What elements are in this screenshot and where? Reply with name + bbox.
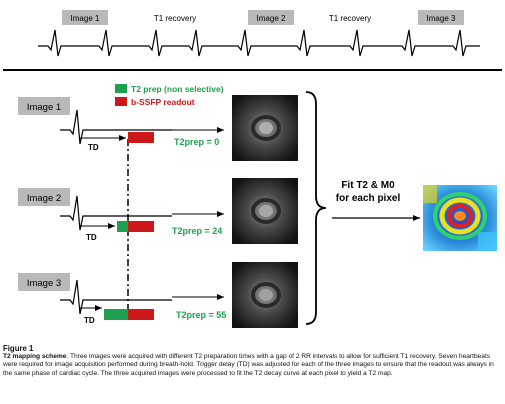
row1-mri-image: [232, 95, 298, 161]
row1-readout-block: [128, 132, 154, 143]
row1-td-label: TD: [88, 143, 99, 152]
top-image3-box: [418, 10, 464, 25]
legend-t2prep-swatch: [115, 84, 127, 93]
row3-t2prep-block: [104, 309, 128, 320]
row2-t2prep-block: [117, 221, 128, 232]
top-timeline: Image 1 T1 recovery Image 2 T1 recovery …: [38, 10, 480, 57]
row-image1: Image 1 TD T2prep = 0: [18, 95, 298, 161]
top-label-image3: Image 3: [427, 14, 456, 23]
top-ecg-trace: [38, 29, 480, 57]
row2-ecg-trace: [60, 195, 172, 231]
top-image2-box: [248, 10, 294, 25]
row2-label-box: [18, 188, 70, 206]
row2-label: Image 2: [27, 193, 61, 204]
legend-readout-swatch: [115, 97, 127, 106]
top-label-image2: Image 2: [257, 14, 286, 23]
curly-brace: [305, 91, 327, 325]
row1-label-box: [18, 97, 70, 115]
row-image2: Image 2 TD T2prep = 24: [18, 178, 298, 244]
top-label-image1: Image 1: [71, 14, 100, 23]
row3-label-box: [18, 273, 70, 291]
row2-readout-block: [128, 221, 154, 232]
caption-body: T2 mapping scheme. Three images were acq…: [3, 353, 502, 378]
top-image1-box: [62, 10, 108, 25]
row2-t2prep-label: T2prep = 24: [172, 226, 222, 236]
top-label-t1-recovery-2: T1 recovery: [329, 14, 371, 23]
row2-mri-image: [232, 178, 298, 244]
legend: T2 prep (non selective) b-SSFP readout: [115, 84, 224, 107]
fit-label-line2: for each pixel: [336, 193, 401, 204]
row3-td-label: TD: [84, 316, 95, 325]
legend-readout-label: b-SSFP readout: [131, 97, 195, 107]
fit-label-line1: Fit T2 & M0: [341, 180, 395, 191]
row1-ecg-trace: [60, 109, 172, 145]
row3-readout-block: [128, 309, 154, 320]
legend-t2prep-label: T2 prep (non selective): [131, 84, 224, 94]
caption-text: . Three images were acquired with differ…: [3, 353, 494, 377]
caption-figure-label: Figure 1: [3, 344, 34, 353]
row3-label: Image 3: [27, 278, 61, 289]
row1-t2prep-label: T2prep = 0: [174, 137, 219, 147]
row3-ecg-trace: [60, 279, 172, 315]
row3-t2prep-label: T2prep = 55: [176, 310, 226, 320]
caption-title: T2 mapping scheme: [3, 353, 67, 360]
row3-mri-image: [232, 262, 298, 328]
row2-td-label: TD: [86, 233, 97, 242]
t2-map-image: [423, 185, 497, 251]
figure-caption: Figure 1 T2 mapping scheme. Three images…: [3, 344, 502, 378]
row-image3: Image 3 TD T2prep = 55: [18, 262, 298, 328]
top-label-t1-recovery-1: T1 recovery: [154, 14, 196, 23]
row1-label: Image 1: [27, 102, 61, 113]
